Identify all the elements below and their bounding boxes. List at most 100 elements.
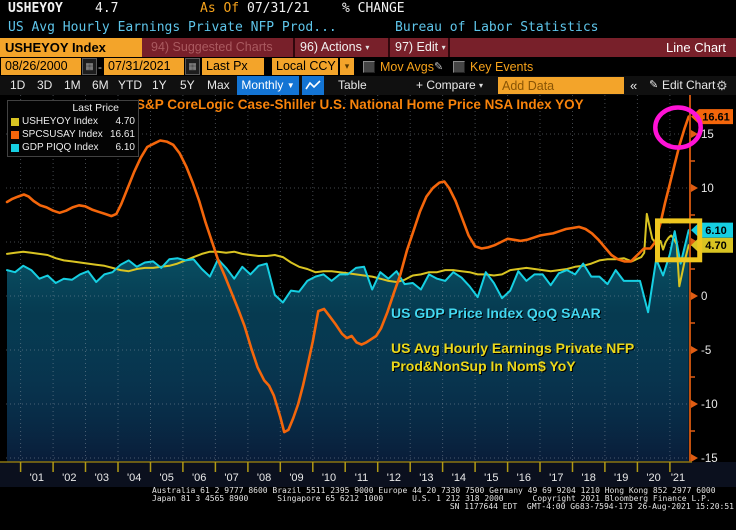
compare-button-label: + Compare — [416, 78, 476, 92]
legend-series-value: 4.70 — [115, 116, 135, 127]
x-axis-year-label: '01 — [30, 472, 44, 484]
x-axis-year-label: '15 — [484, 472, 498, 484]
chart-settings-toolbar: 08/26/2000 ▦ - 07/31/2021 ▦ Last Px Loca… — [0, 58, 736, 76]
x-axis-year-label: '02 — [62, 472, 76, 484]
x-axis: '01 '02 '03 '04 '05 '06 '07 '08 '09 '10 '11 '12 '13 '… — [19, 462, 685, 484]
range-button-6m[interactable]: 6M — [92, 78, 109, 92]
orange-swatch-icon — [11, 130, 19, 139]
ticker-last-value: 4.7 — [95, 1, 119, 16]
range-button-max[interactable]: Max — [207, 78, 230, 92]
range-button-ytd[interactable]: YTD — [118, 78, 142, 92]
security-input[interactable]: USHEYOY Index — [0, 38, 142, 57]
x-axis-year-label: '05 — [160, 472, 174, 484]
x-axis-year-label: '19 — [614, 472, 628, 484]
period-select[interactable]: Monthly ▼ — [237, 76, 299, 95]
svg-text:6.10: 6.10 — [705, 225, 726, 237]
x-axis-year-label: '09 — [289, 472, 303, 484]
range-button-3d[interactable]: 3D — [37, 78, 53, 92]
mov-avgs-checkbox[interactable] — [363, 61, 375, 73]
percent-change-label: % CHANGE — [342, 1, 405, 16]
range-button-1d[interactable]: 1D — [10, 78, 26, 92]
period-select-label: Monthly — [241, 78, 284, 92]
yellow-swatch-icon — [11, 117, 19, 126]
y-axis-label: -5 — [701, 345, 711, 357]
svg-text:4.70: 4.70 — [705, 240, 726, 252]
x-axis-year-label: '11 — [355, 472, 369, 484]
pencil-icon[interactable]: ✎ — [434, 61, 444, 73]
as-of-label: As Of — [200, 1, 240, 16]
series-line-spcsusay — [5, 115, 691, 434]
legend-title: Last Price — [72, 102, 119, 114]
legend-series-name: GDP PIQQ Index — [22, 142, 99, 153]
legend-item-spcsusay[interactable]: SPCSUSAY Index 16.61 — [11, 128, 135, 141]
x-axis-year-label: '06 — [192, 472, 206, 484]
x-axis-year-label: '04 — [127, 472, 141, 484]
add-data-input[interactable] — [498, 77, 624, 94]
start-date-input[interactable]: 08/26/2000 — [1, 58, 81, 75]
gear-icon[interactable]: ⚙ — [716, 78, 728, 93]
svg-text:16.61: 16.61 — [702, 112, 730, 124]
x-axis-year-label: '14 — [452, 472, 466, 484]
key-events-label[interactable]: Key Events — [470, 60, 534, 74]
footer-contact-line2: Japan 81 3 4565 8900 Singapore 65 6212 1… — [152, 494, 711, 503]
security-description: US Avg Hourly Earnings Private NFP Prod.… — [8, 20, 337, 35]
x-axis-year-label: '07 — [224, 472, 238, 484]
range-button-5y[interactable]: 5Y — [180, 78, 195, 92]
menu-separator — [448, 38, 450, 57]
chevron-down-icon: ▾ — [365, 43, 370, 52]
range-button-1y[interactable]: 1Y — [152, 78, 167, 92]
menu-actions[interactable]: 96) Actions ▾ — [300, 38, 369, 57]
chart-style-button[interactable] — [302, 76, 324, 95]
date-range-separator: - — [98, 60, 102, 74]
table-button[interactable]: Table — [338, 78, 367, 92]
line-chart-icon — [305, 80, 321, 90]
gdp-series-annotation: US GDP Price Index QoQ SAAR — [391, 305, 601, 321]
y-axis-label: 0 — [701, 291, 707, 303]
x-axis-year-label: '13 — [419, 472, 433, 484]
wage-series-annotation: US Avg Hourly Earnings Private NFP Prod&… — [391, 339, 634, 375]
legend-item-usheyoy[interactable]: USHEYOY Index 4.70 — [11, 115, 135, 128]
collapse-button[interactable]: « — [630, 78, 638, 93]
x-axis-year-label: '10 — [322, 472, 336, 484]
currency-select[interactable]: Local CCY — [272, 58, 338, 75]
calendar-icon[interactable]: ▦ — [185, 58, 200, 75]
highlight-circle — [653, 105, 703, 150]
chart-range-toolbar: 1D 3D 1M 6M YTD 1Y 5Y Max Monthly ▼ Tabl… — [0, 76, 736, 95]
x-axis-year-label: '16 — [517, 472, 531, 484]
menu-separator — [293, 38, 295, 57]
series-line-gdp — [6, 229, 690, 314]
chevron-down-icon: ▾ — [479, 81, 484, 90]
x-axis-year-label: '20 — [646, 472, 660, 484]
compare-button[interactable]: + Compare ▾ — [416, 76, 483, 95]
legend-series-name: SPCSUSAY Index — [22, 129, 103, 140]
menu-edit-label: 97) Edit — [395, 40, 439, 54]
x-axis-year-label: '03 — [95, 472, 109, 484]
legend-item-gdppiqq[interactable]: GDP PIQQ Index 6.10 — [11, 141, 135, 154]
pencil-icon[interactable]: ✎ — [649, 79, 659, 91]
menu-suggested-charts[interactable]: 94) Suggested Charts — [151, 40, 273, 54]
x-axis-strip — [0, 462, 736, 487]
edit-chart-button[interactable]: Edit Chart — [662, 78, 716, 92]
footer-contact-line1: Australia 61 2 9777 8600 Brazil 5511 239… — [152, 486, 716, 495]
range-button-1m[interactable]: 1M — [64, 78, 81, 92]
menu-bar: USHEYOY Index 94) Suggested Charts 96) A… — [0, 38, 736, 57]
header-row-1: USHEYOY 4.7 As Of 07/31/21 % CHANGE — [0, 1, 736, 20]
chevron-down-icon: ▾ — [441, 43, 446, 52]
x-axis-year-label: '17 — [549, 472, 563, 484]
currency-dropdown-arrow[interactable]: ▾ — [339, 58, 354, 75]
wage-annotation-line2: Prod&NonSup In Nom$ YoY — [391, 358, 576, 374]
y-axis-label: 10 — [701, 183, 714, 195]
menu-edit[interactable]: 97) Edit ▾ — [395, 38, 446, 57]
x-axis-year-label: '21 — [671, 472, 685, 484]
chart-type-label: Line Chart — [666, 40, 726, 55]
calendar-icon[interactable]: ▦ — [82, 58, 97, 75]
end-date-input[interactable]: 07/31/2021 — [104, 58, 184, 75]
y-axis-label: -10 — [701, 399, 718, 411]
price-field-select[interactable]: Last Px — [202, 58, 264, 75]
x-axis-year-label: '18 — [582, 472, 596, 484]
cyan-swatch-icon — [11, 143, 19, 152]
mov-avgs-label[interactable]: Mov Avgs — [380, 60, 434, 74]
key-events-checkbox[interactable] — [453, 61, 465, 73]
